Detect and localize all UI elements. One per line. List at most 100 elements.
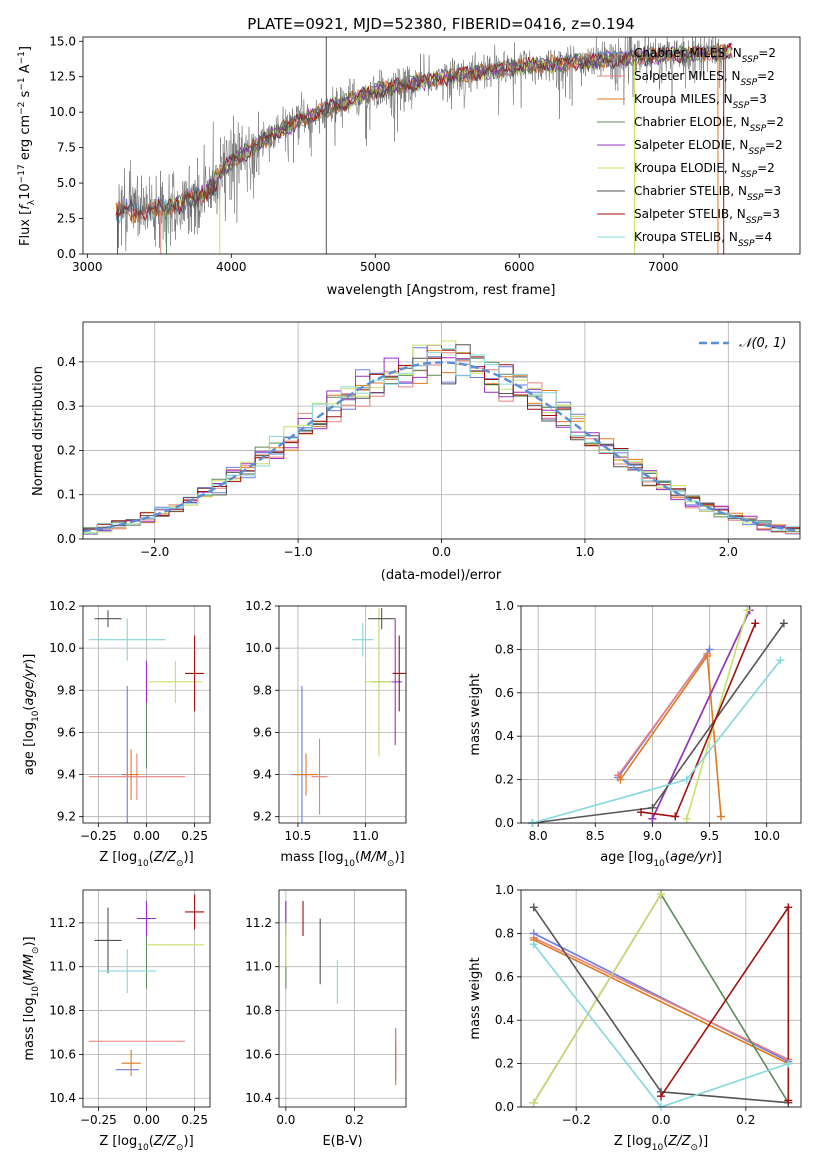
weight-marker-salpeter_stelib [671,812,680,821]
y-tick-label: 0.2 [495,773,514,787]
x-tick-label: 7000 [648,260,679,274]
x-tick-label: 9.5 [700,829,719,843]
weight-marker-kroupa_elodie [657,890,665,899]
y-tick-label: 10.8 [245,1004,272,1018]
x-tick-label: −0.25 [80,829,117,843]
residuals-axes: −2.0 −1.0 0.0 1.0 2.0 0.0 0.1 0.2 0.3 0.4 (data-mo… [31,321,801,583]
y-tick-label: 11.0 [49,960,76,974]
plot-frame [82,605,211,824]
x-tick-label: 3000 [72,260,103,274]
y-tick-label: 9.2 [57,810,76,824]
weight-marker-salpeter_stelib [751,619,760,628]
x-tick-label: 8.0 [529,829,548,843]
y-tick-label: 10.0 [49,105,76,119]
plot-frame [278,889,407,1108]
normal-curve [83,361,800,533]
y-axis-label: Flux [fλ10−17 erg cm−2 s−1 A−1] [17,46,37,246]
x-tick-label: −2.0 [140,545,169,559]
x-axis-label: mass [log10(M/M⊙)] [280,850,404,869]
weight-marker-kroupa_elodie [743,606,752,615]
x-tick-label: −0.2 [562,1113,591,1127]
weight-marker-kroupa_stelib [776,656,785,665]
weight-marker-kroupa_miles [703,651,712,660]
weight-marker-chabrier_miles [705,645,714,654]
x-tick-label: 9.0 [643,829,662,843]
y-tick-label: 0.4 [495,729,514,743]
x-tick-label: 8.5 [586,829,605,843]
y-tick-label: 10.4 [245,1091,272,1105]
x-axis-label: E(B-V) [322,1134,362,1149]
x-tick-label: 0.2 [736,1113,755,1127]
weight-marker-salpeter_elodie [648,814,657,823]
weight-line-chabrier_elodie [660,893,789,1104]
legend-label: Chabrier STELIB, NSSP=3 [634,184,781,203]
x-tick-label: 10.5 [285,829,312,843]
y-tick-label: 0.4 [495,1013,514,1027]
y-tick-label: 0.0 [57,247,76,261]
x-tick-label: 0.0 [651,1113,670,1127]
spectrum-legend: Chabrier MILES, NSSP=2 Salpeter MILES, NS… [597,46,784,249]
model-line-kroupa_elodie [166,43,733,210]
weight-marker-chabrier_stelib [779,619,788,628]
plot-frame [82,321,801,540]
weight-line-kroupa_miles [533,939,789,1065]
histogram-chabrier_stelib [83,344,800,530]
histogram-legend: 𝒩(0, 1) [699,336,786,351]
legend-label: Kroupa MILES, NSSP=3 [634,92,767,111]
y-tick-label: 11.0 [245,960,272,974]
y-axis-label: mass [log10(M/M⊙)] [22,936,41,1060]
x-tick-label: 1.0 [575,545,594,559]
weight-marker-kroupa_miles [616,775,625,784]
errorbars [291,608,406,823]
errorbars [285,900,397,1086]
y-axis-label: age [log10(age/yr)] [22,654,41,776]
weight-marker-kroupa_miles [717,812,725,821]
y-tick-label: 0.2 [495,1057,514,1071]
y-tick-label: 5.0 [57,176,76,190]
x-tick-label: 5000 [360,260,391,274]
weight-marker-kroupa_elodie [682,814,691,823]
y-tick-label: 0.0 [495,816,514,830]
y-tick-label: 0.4 [57,355,76,369]
histogram-salpeter_stelib [83,349,800,533]
x-tick-label: 0.25 [181,1113,208,1127]
plot-frame [82,36,801,255]
y-tick-label: 9.6 [57,725,76,739]
age_weight-axes: 8.0 8.5 9.0 9.5 10.0 0.0 0.2 0.4 0.6 0.8 1.0 age [l… [468,599,802,869]
z_age-axes: −0.25 0.00 0.25 9.2 9.4 9.6 9.8 10.0 10.2 Z [log1… [22,599,211,869]
weight-marker-salpeter_stelib [657,1092,665,1101]
y-tick-label: 11.2 [49,916,76,930]
y-tick-label: 10.0 [245,641,272,655]
errorbars [88,894,205,1077]
y-tick-label: 10.6 [49,1047,76,1061]
x-axis-label: wavelength [Angstrom, rest frame] [327,283,556,298]
y-tick-label: 1.0 [495,599,514,613]
y-tick-label: 10.6 [245,1047,272,1061]
ebv_mass-axes: 0.0 0.2 10.4 10.6 10.8 11.0 11.2 E(B-V) [245,889,407,1149]
y-tick-label: 0.0 [495,1100,514,1114]
y-tick-label: 0.2 [57,443,76,457]
figure-title: PLATE=0921, MJD=52380, FIBERID=0416, z=0… [247,15,634,33]
histogram-series [83,340,800,535]
weight-marker-kroupa_elodie [529,1098,538,1107]
y-tick-label: 11.2 [245,916,272,930]
x-tick-label: 10.0 [753,829,780,843]
spectrum-lines [115,37,733,254]
legend-label: 𝒩(0, 1) [739,336,786,351]
plot-frame [278,605,407,824]
plot-frame [520,889,802,1108]
model-line-salpeter_stelib [115,42,733,222]
legend-label: Kroupa ELODIE, NSSP=2 [634,161,775,180]
y-tick-label: 0.6 [495,686,514,700]
legend-label: Kroupa STELIB, NSSP=4 [634,230,772,249]
y-tick-label: 10.0 [49,641,76,655]
y-tick-label: 0.8 [495,642,514,656]
x-tick-label: −1.0 [284,545,313,559]
mass_age-axes: 10.5 11.0 9.2 9.4 9.6 9.8 10.0 10.2 mass [log10(… [245,599,407,869]
weight-marker-salpeter_miles [614,771,623,780]
y-tick-label: 10.2 [245,599,272,613]
x-axis-label: Z [log10(Z/Z⊙)] [99,1134,193,1153]
x-axis-label: Z [log10(Z/Z⊙)] [99,850,193,869]
x-tick-label: 6000 [504,260,535,274]
weight-line-chabrier_stelib [532,622,785,824]
